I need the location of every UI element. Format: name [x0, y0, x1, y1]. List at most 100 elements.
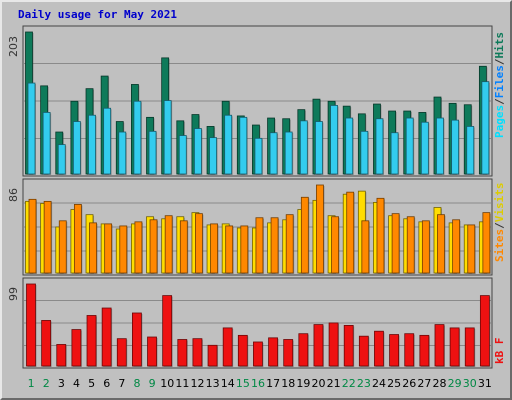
kbytes-bar: [222, 327, 233, 367]
files-bar: [42, 112, 51, 175]
panel1-legend: Pages/Files/Hits: [493, 32, 506, 138]
panel1-ymax-label: 203: [7, 36, 20, 57]
kbytes-bar: [479, 295, 490, 367]
day-label-25: 25: [387, 377, 401, 390]
day-label-16: 16: [251, 377, 265, 390]
files-bar: [194, 128, 202, 175]
day-label-8: 8: [133, 377, 140, 390]
kbytes-bar: [86, 315, 97, 367]
day-label-11: 11: [175, 377, 189, 390]
files-bar: [315, 121, 323, 175]
kbytes-bar: [162, 295, 173, 367]
day-label-12: 12: [190, 377, 204, 390]
sites-bar: [164, 215, 173, 274]
kbytes-bar: [434, 324, 445, 367]
kbytes-bar: [389, 334, 399, 367]
day-label-7: 7: [118, 377, 125, 390]
day-label-9: 9: [149, 377, 156, 390]
files-bar: [269, 132, 278, 175]
day-label-3: 3: [58, 377, 65, 390]
kbytes-bar: [147, 336, 157, 367]
files-bar: [345, 117, 354, 175]
files-bar: [209, 137, 217, 175]
files-bar: [118, 131, 127, 175]
day-label-17: 17: [266, 377, 280, 390]
day-label-22: 22: [342, 377, 356, 390]
files-bar: [254, 137, 263, 175]
sites-bar: [285, 214, 294, 274]
day-label-28: 28: [433, 377, 447, 390]
kbytes-bar: [192, 338, 203, 367]
day-label-1: 1: [28, 377, 35, 390]
legend-sites: Sites: [493, 229, 506, 262]
files-bar: [72, 121, 81, 175]
sites-bar: [406, 216, 415, 274]
kbytes-bar: [56, 344, 67, 367]
sites-bar: [119, 225, 128, 274]
sites-bar: [134, 221, 143, 274]
files-bar: [224, 114, 233, 175]
sites-bar: [376, 197, 385, 274]
files-bar: [163, 100, 172, 175]
files-bar: [299, 120, 308, 175]
kbytes-bar: [343, 325, 354, 367]
kbytes-bar: [374, 330, 384, 367]
files-bar: [178, 135, 187, 175]
files-bar: [239, 116, 248, 175]
kbytes-bar: [328, 322, 339, 367]
files-bar: [420, 121, 429, 175]
legend-files: Files: [493, 65, 506, 98]
day-label-23: 23: [357, 377, 371, 390]
kbytes-bar: [101, 307, 112, 367]
day-label-13: 13: [206, 377, 220, 390]
sites-bar: [58, 220, 67, 274]
day-label-2: 2: [43, 377, 50, 390]
sites-bar: [149, 219, 158, 274]
kbytes-bar: [313, 324, 324, 367]
kbytes-bar: [253, 341, 263, 367]
files-bar: [27, 82, 36, 175]
files-bar: [375, 118, 384, 175]
files-bar: [103, 107, 112, 175]
panel3-bars: [26, 283, 491, 367]
kbytes-bar: [71, 329, 82, 367]
sites-bar: [255, 217, 264, 274]
sites-bar: [331, 216, 339, 274]
x-axis-day-labels: 1 2 3 4 5 6 7 8 9 10 11 12 13 14 15 16 17 18 19 20 21 22 23 24 2…: [28, 377, 492, 390]
kbytes-bar: [404, 333, 415, 367]
sites-bar: [73, 204, 82, 274]
day-label-5: 5: [88, 377, 95, 390]
sites-bar: [104, 223, 113, 274]
sites-bar: [28, 198, 37, 274]
sites-bar: [437, 214, 445, 274]
sites-bar: [391, 213, 400, 274]
files-bar: [436, 117, 444, 175]
day-label-18: 18: [281, 377, 295, 390]
panel1-bars: [25, 31, 490, 175]
day-label-14: 14: [221, 377, 235, 390]
day-label-19: 19: [296, 377, 310, 390]
files-bar: [405, 117, 414, 175]
day-label-21: 21: [327, 377, 341, 390]
sites-bar: [270, 217, 279, 274]
day-label-30: 30: [463, 377, 477, 390]
kbytes-bar: [298, 333, 309, 367]
day-label-15: 15: [236, 377, 250, 390]
sites-bar: [346, 191, 355, 274]
kbytes-bar: [419, 334, 430, 367]
day-label-27: 27: [417, 377, 431, 390]
files-bar: [390, 132, 399, 175]
kbytes-bar: [207, 344, 218, 367]
day-label-20: 20: [312, 377, 326, 390]
sites-bar: [421, 220, 430, 274]
kbytes-bar: [283, 339, 294, 367]
sites-bar: [179, 220, 188, 274]
legend-sep-2: /: [493, 58, 506, 65]
sites-bar: [361, 220, 370, 274]
files-bar: [57, 144, 66, 175]
legend-visits: Visits: [493, 183, 506, 223]
legend-f: F: [493, 338, 506, 345]
files-bar: [284, 131, 293, 175]
sites-bar: [225, 225, 234, 274]
files-bar: [330, 105, 338, 175]
